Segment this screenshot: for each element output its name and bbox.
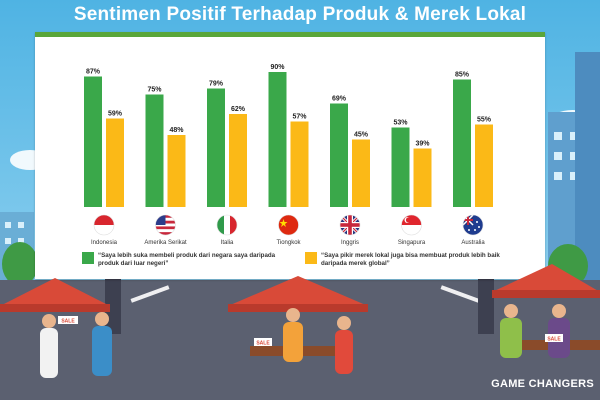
- market-tent-right: [492, 264, 600, 298]
- legend-label-1: “Saya lebih suka membeli produk dari neg…: [98, 252, 276, 267]
- bar-value-label: 85%: [455, 72, 470, 79]
- shopper-head: [42, 314, 56, 328]
- market-tent-center: [228, 276, 368, 312]
- tree: [2, 242, 38, 286]
- category-label: Australia: [461, 240, 485, 246]
- bar-yellow: [475, 124, 493, 207]
- shopper: [40, 328, 58, 378]
- bar-green: [330, 103, 348, 207]
- shopper-head: [95, 312, 109, 326]
- legend-item-1: “Saya lebih suka membeli produk dari neg…: [82, 252, 292, 268]
- bar-value-label: 79%: [209, 81, 224, 88]
- bar-yellow: [352, 139, 370, 207]
- bar-value-label: 39%: [415, 141, 430, 148]
- bar-value-label: 55%: [477, 117, 492, 124]
- sale-sign: SALE: [547, 337, 561, 343]
- vendor-head: [286, 308, 300, 322]
- singapore-flag-icon: [401, 214, 422, 236]
- building-right-small: [575, 52, 600, 282]
- category-label: Singapura: [398, 240, 426, 246]
- bar-yellow: [106, 118, 124, 207]
- shopper: [92, 326, 112, 376]
- italy-flag-icon: [216, 214, 238, 236]
- indonesia-flag-icon: [93, 214, 115, 236]
- billboard-pole-right: [478, 274, 494, 334]
- legend-swatch-green: [82, 252, 94, 264]
- vendor-head: [504, 304, 518, 318]
- bar-green: [453, 79, 471, 207]
- bar-value-label: 53%: [393, 120, 408, 127]
- usa-flag-icon: [155, 214, 176, 236]
- bar-value-label: 69%: [332, 96, 347, 103]
- china-flag-icon: [278, 214, 299, 236]
- bar-green: [84, 76, 102, 207]
- bar-value-label: 90%: [270, 64, 285, 71]
- legend-item-2: “Saya pikir merek lokal juga bisa membua…: [305, 252, 515, 268]
- bar-green: [145, 94, 164, 207]
- billboard-pole-left: [105, 274, 121, 334]
- bar-value-label: 62%: [231, 106, 246, 113]
- bar-value-label: 59%: [108, 111, 123, 118]
- category-label: Amerika Serikat: [144, 240, 187, 246]
- bar-green: [268, 72, 287, 207]
- sale-sign: SALE: [256, 341, 270, 347]
- legend-label-2: “Saya pikir merek lokal juga bisa membua…: [321, 252, 500, 267]
- bar-yellow: [413, 148, 432, 207]
- market-tent-left: [0, 278, 110, 312]
- bar-yellow: [229, 114, 247, 207]
- legend-swatch-yellow: [305, 252, 317, 264]
- bar-yellow: [290, 121, 309, 207]
- bar-value-label: 75%: [147, 87, 162, 94]
- bar-yellow: [167, 135, 186, 207]
- bar-value-label: 45%: [354, 132, 369, 139]
- australia-flag-icon: [462, 214, 484, 236]
- category-label: Inggris: [341, 240, 359, 246]
- bar-value-label: 48%: [169, 127, 184, 134]
- category-label: Tiongkok: [276, 240, 301, 246]
- bar-value-label: 57%: [292, 114, 307, 121]
- vendor: [283, 322, 303, 362]
- vendor-head: [552, 304, 566, 318]
- category-label: Italia: [221, 240, 234, 246]
- sale-sign: SALE: [61, 319, 75, 325]
- shopper-head: [337, 316, 351, 330]
- brand-footer: GAME CHANGERS: [491, 378, 594, 390]
- bar-green: [207, 88, 225, 207]
- bar-value-label: 87%: [86, 69, 101, 76]
- shopper: [335, 330, 353, 374]
- category-label: Indonesia: [91, 240, 118, 246]
- uk-flag-icon: [339, 214, 361, 236]
- vendor: [500, 318, 522, 358]
- page-title: Sentimen Positif Terhadap Produk & Merek…: [73, 4, 527, 25]
- bar-green: [391, 127, 410, 207]
